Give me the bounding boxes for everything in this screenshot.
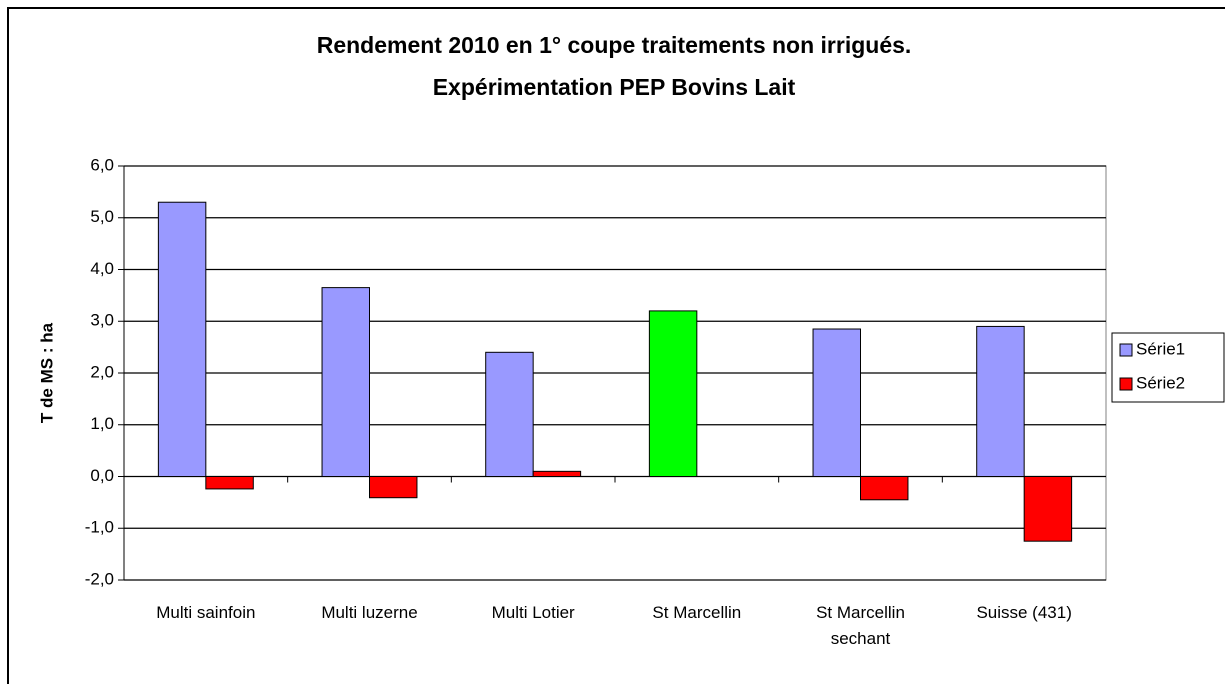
y-tick-label: 0,0: [90, 466, 114, 485]
bar: [369, 476, 418, 499]
x-tick-label: Suisse (431): [976, 603, 1072, 622]
y-tick-label: -2,0: [85, 569, 114, 588]
y-axis-label: T de MS : ha: [37, 322, 56, 423]
y-tick-label: 2,0: [90, 362, 114, 381]
x-tick-label: Multi luzerne: [321, 603, 418, 622]
y-tick-label: 5,0: [90, 207, 114, 226]
bar: [532, 470, 582, 478]
bar: [1023, 476, 1073, 542]
x-tick-label: St Marcellin sechant: [816, 603, 905, 648]
y-tick-label: 3,0: [90, 311, 114, 330]
bar: [812, 328, 862, 478]
bar: [205, 476, 254, 490]
legend-label: Série1: [1136, 339, 1185, 358]
bar: [321, 287, 370, 477]
chart-title: Rendement 2010 en 1° coupe traitements n…: [317, 32, 912, 58]
legend-swatch: [1119, 343, 1133, 357]
bar: [648, 310, 698, 477]
x-tick-label: St Marcellin: [652, 603, 742, 622]
y-tick-label: -1,0: [85, 518, 114, 537]
x-tick-label: Multi sainfoin: [156, 603, 256, 622]
legend-label: Série2: [1136, 373, 1185, 392]
legend-swatch: [1119, 377, 1133, 391]
chart-title: Expérimentation PEP Bovins Lait: [433, 74, 796, 100]
y-tick-label: 1,0: [90, 414, 114, 433]
bar: [860, 476, 909, 501]
y-tick-label: 6,0: [90, 155, 114, 174]
bar: [157, 201, 207, 477]
bar: [976, 325, 1025, 477]
x-tick-label: Multi Lotier: [491, 603, 575, 622]
y-tick-label: 4,0: [90, 259, 114, 278]
bar: [485, 351, 534, 477]
